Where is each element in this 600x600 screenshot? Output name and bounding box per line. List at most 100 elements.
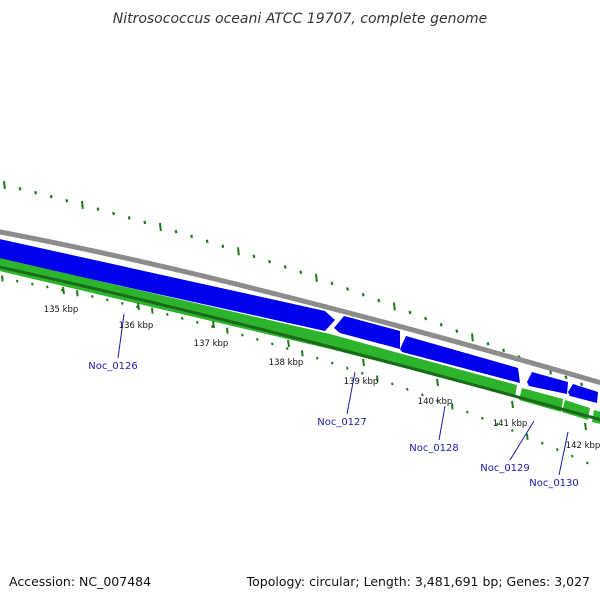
minor-tick	[286, 347, 289, 351]
gene-leader-line	[438, 405, 446, 441]
scale-label: 142 kbp	[566, 441, 600, 451]
scale-minor-ticks	[1, 275, 589, 465]
gc-tick	[346, 287, 350, 291]
forward-gene-arrow[interactable]	[330, 334, 395, 365]
minor-tick	[181, 316, 184, 320]
scale-label: 140 kbp	[418, 397, 453, 407]
minor-tick	[91, 295, 94, 298]
minor-tick	[571, 454, 574, 458]
gc-tick	[96, 207, 100, 211]
minor-tick	[136, 305, 139, 309]
scale-label: 135 kbp	[44, 305, 79, 315]
gene-leader-line	[346, 371, 356, 415]
minor-tick	[436, 399, 439, 403]
gc-tick	[49, 194, 53, 199]
gc-tick	[205, 239, 209, 244]
reverse-gene-arrow[interactable]	[334, 316, 400, 349]
gc-tick	[486, 342, 490, 346]
minor-tick	[241, 333, 244, 337]
gc-tick	[237, 247, 240, 256]
gc-tick	[330, 281, 334, 286]
scale-label: 141 kbp	[493, 419, 528, 429]
gc-tick	[455, 329, 459, 333]
minor-tick	[361, 371, 364, 375]
gene-label[interactable]: Noc_0127	[317, 417, 367, 428]
minor-tick	[211, 325, 214, 328]
minor-tick	[226, 327, 229, 334]
gc-tick	[221, 244, 225, 249]
minor-tick	[376, 375, 379, 382]
minor-tick	[331, 361, 334, 365]
reverse-gene-arrow[interactable]	[527, 372, 568, 394]
forward-gene-arrow[interactable]	[393, 352, 517, 397]
gc-tick	[393, 302, 396, 311]
minor-tick	[481, 416, 484, 420]
gc-tick	[283, 265, 287, 269]
reverse-gene-arrow[interactable]	[0, 238, 335, 331]
gene-label[interactable]: Noc_0130	[529, 478, 579, 489]
minor-tick	[76, 290, 79, 297]
minor-tick	[511, 429, 514, 432]
major-tick	[584, 422, 587, 431]
gc-tick	[81, 200, 84, 209]
gc-tick	[127, 216, 131, 220]
minor-tick	[16, 279, 19, 283]
minor-tick	[166, 313, 169, 316]
accession-text: Accession: NC_007484	[9, 574, 151, 589]
minor-tick	[151, 307, 154, 314]
gc-tick	[143, 220, 147, 225]
gc-tick	[174, 229, 178, 234]
minor-tick	[301, 350, 304, 357]
gene-label[interactable]: Noc_0129	[480, 463, 530, 474]
gene-label[interactable]: Noc_0126	[88, 361, 138, 372]
minor-tick	[106, 298, 109, 302]
gc-tick	[580, 382, 584, 387]
major-tick	[62, 286, 65, 295]
major-tick	[287, 339, 290, 348]
backbone-track	[0, 229, 600, 386]
scale-label: 138 kbp	[269, 358, 304, 368]
gc-tick	[502, 348, 506, 353]
minor-tick	[46, 285, 49, 289]
gc-tick	[190, 234, 194, 239]
scale-label: 139 kbp	[344, 377, 379, 387]
major-tick	[137, 302, 140, 311]
map-title: Nitrosococcus oceani ATCC 19707, complet…	[113, 11, 488, 27]
gc-tick	[299, 270, 303, 275]
minor-tick	[346, 366, 349, 370]
gc-tick	[408, 310, 412, 315]
gc-tick	[112, 211, 116, 216]
minor-tick	[496, 422, 499, 426]
gene-leader-line	[509, 420, 535, 461]
minor-tick	[451, 403, 454, 410]
gene-leader-line	[117, 313, 125, 359]
minor-tick	[31, 282, 34, 286]
minor-tick	[466, 410, 469, 414]
forward-track-edge	[0, 265, 600, 422]
minor-tick	[421, 393, 424, 397]
major-tick	[436, 378, 439, 387]
gc-tick	[439, 322, 443, 327]
minor-tick	[61, 288, 64, 292]
gc-tick	[471, 333, 474, 342]
reverse-strand-track	[0, 238, 598, 403]
minor-tick	[316, 356, 319, 360]
minor-tick	[526, 433, 529, 440]
minor-tick	[196, 320, 199, 324]
gene-label[interactable]: Noc_0128	[409, 443, 459, 454]
reverse-gene-arrow[interactable]	[568, 384, 598, 403]
gc-tick	[159, 222, 162, 232]
gc-tick	[424, 316, 428, 321]
scale-label: 137 kbp	[194, 339, 229, 349]
gc-tick	[252, 254, 256, 259]
reverse-gene-arrow[interactable]	[400, 336, 520, 383]
forward-strand-track	[0, 258, 600, 424]
genome-summary-text: Topology: circular; Length: 3,481,691 bp…	[246, 574, 590, 589]
major-tick	[362, 358, 365, 367]
gene-leader-line	[558, 431, 569, 476]
minor-tick	[271, 342, 274, 346]
minor-tick	[406, 387, 409, 391]
minor-tick	[121, 301, 124, 305]
scale-label: 136 kbp	[119, 321, 154, 331]
